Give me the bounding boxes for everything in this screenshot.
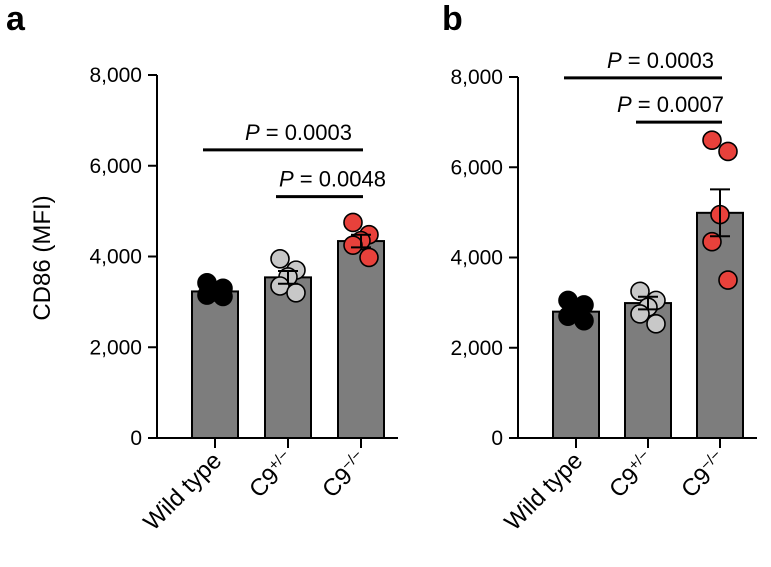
x-tick-label: C9+/− xyxy=(243,446,300,503)
p-value-label: P = 0.0007 xyxy=(617,92,724,117)
data-point xyxy=(343,235,363,255)
data-point xyxy=(574,310,594,331)
y-axis-label: CD86 (MFI) xyxy=(29,195,56,320)
y-tick-label: 4,000 xyxy=(450,247,503,270)
panel-letter: a xyxy=(6,0,26,38)
y-tick-label: 4,000 xyxy=(89,246,142,269)
p-value-label: P = 0.0048 xyxy=(279,167,386,192)
x-tick-label: C9−/− xyxy=(675,446,732,503)
bar xyxy=(337,240,385,439)
bar xyxy=(552,310,600,439)
panel-letter: b xyxy=(442,0,463,38)
data-point xyxy=(702,130,722,150)
p-value-label: P = 0.0003 xyxy=(245,120,352,145)
p-value-label: P = 0.0003 xyxy=(607,48,714,73)
panel-a: a 0 2,000 4,000 6,000 8,000 CD86 (MFI) Wild typ… xyxy=(6,0,398,536)
data-point xyxy=(359,247,379,268)
x-tick-label: C9+/− xyxy=(603,446,660,503)
data-point xyxy=(286,282,306,303)
bar xyxy=(696,211,744,439)
bar xyxy=(191,290,239,439)
y-tick-label: 2,000 xyxy=(89,336,142,359)
data-point xyxy=(718,270,738,290)
x-tick-label: Wild type xyxy=(138,447,227,536)
x-tick-label: C9−/− xyxy=(316,446,373,503)
y-tick-label: 8,000 xyxy=(450,66,503,89)
bar xyxy=(264,276,312,439)
data-point xyxy=(270,248,290,269)
y-tick-label: 0 xyxy=(130,427,142,450)
data-point xyxy=(718,141,738,162)
data-point xyxy=(630,304,650,324)
y-tick-label: 6,000 xyxy=(89,155,142,178)
y-tick-label: 0 xyxy=(491,427,503,450)
x-tick-label: Wild type xyxy=(499,447,588,536)
data-point xyxy=(343,212,363,233)
panel-b: b 0 2,000 4,000 6,000 8,000 Wild type C9+/− C9−/… xyxy=(442,0,757,536)
y-tick-label: 6,000 xyxy=(450,156,503,179)
y-tick-label: 8,000 xyxy=(89,64,142,87)
y-tick-label: 2,000 xyxy=(450,337,503,360)
data-point xyxy=(646,314,666,334)
